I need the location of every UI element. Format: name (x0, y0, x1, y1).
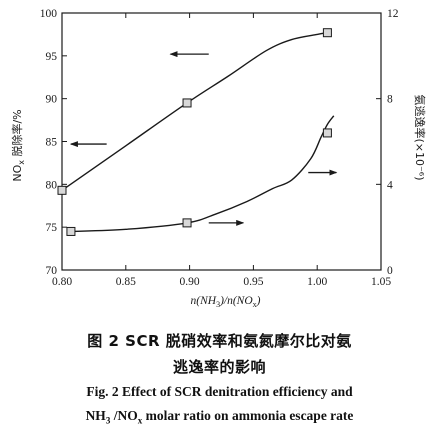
ammonia-slip-marker (322, 128, 332, 138)
nox-removal-line (61, 32, 328, 191)
caption-en-rest: molar ratio on ammonia escape rate (142, 408, 354, 423)
x-tick-label: 0.85 (116, 276, 136, 288)
caption-en-line-2: NH3 /NOx molar ratio on ammonia escape r… (0, 408, 439, 426)
x-axis-label-part: ) (256, 295, 261, 307)
x-tick-label: 0.95 (243, 276, 263, 288)
caption-en-no: /NO (110, 408, 138, 423)
nox-removal-marker (57, 185, 67, 195)
plot-frame (61, 12, 382, 271)
y-left-tick-label: 70 (46, 265, 58, 277)
x-tick-label: 1.05 (371, 276, 391, 288)
x-axis-label: n(NH3)/n(NOx) (191, 295, 261, 309)
x-axis-label-part: n(NH (191, 295, 217, 307)
y-left-tick-label: 75 (46, 222, 58, 234)
y-left-label-part: NO (11, 164, 24, 181)
y-right-axis-label: 氨逃逸率(×10⁻⁶) (413, 94, 427, 180)
chart-labels: 0.80 0.85 0.90 0.95 1.00 1.05 70 75 80 85 90 95 100 0… (10, 8, 427, 309)
ammonia-slip-line (70, 115, 335, 233)
chart-area: 0.80 0.85 0.90 0.95 1.00 1.05 70 75 80 85 90 95 100 0… (10, 8, 427, 309)
y-right-tick-label: 4 (387, 179, 393, 191)
caption-cn-line-1: 图 2 SCR 脱硝效率和氨氮摩尔比对氨 (87, 332, 352, 350)
caption-en-sub-3: 3 (105, 415, 111, 426)
y-left-axis-label: NOx 脱除率/% (10, 109, 26, 181)
y-right-tick-label: 0 (387, 265, 393, 277)
nox-removal-marker (182, 98, 192, 108)
x-axis-label-sub: x (253, 300, 257, 309)
x-tick-label: 0.80 (52, 276, 72, 288)
caption-cn-line-2: 逃逸率的影响 (172, 358, 266, 376)
caption-en-line-1: Fig. 2 Effect of SCR denitration efficie… (86, 384, 353, 399)
chart-axes (61, 12, 382, 271)
y-left-label-part: 脱除率/% (10, 109, 24, 160)
chart-series (57, 28, 335, 236)
y-right-tick-label: 12 (387, 8, 399, 20)
caption-en-sub-x: x (137, 415, 143, 426)
y-left-label-sub: x (17, 160, 26, 165)
x-axis-label-sub: 3 (216, 300, 220, 309)
y-left-tick-label: 80 (46, 179, 58, 191)
y-right-tick-label: 8 (387, 94, 393, 106)
nox-removal-marker (322, 28, 332, 38)
y-left-tick-label: 100 (40, 8, 58, 20)
x-tick-label: 0.90 (180, 276, 200, 288)
ammonia-slip-marker (182, 218, 192, 228)
line-chart: 0.80 0.85 0.90 0.95 1.00 1.05 70 75 80 85 90 95 100 0… (10, 8, 427, 309)
y-left-tick-label: 85 (46, 137, 58, 149)
chart-arrows (69, 51, 338, 226)
caption-en-nh: NH (85, 408, 106, 423)
x-axis-label-part: )/n(NO (219, 295, 253, 307)
ammonia-slip-marker (66, 226, 76, 236)
y-left-tick-label: 95 (46, 51, 58, 63)
x-tick-label: 1.00 (307, 276, 327, 288)
y-left-tick-label: 90 (46, 94, 58, 106)
